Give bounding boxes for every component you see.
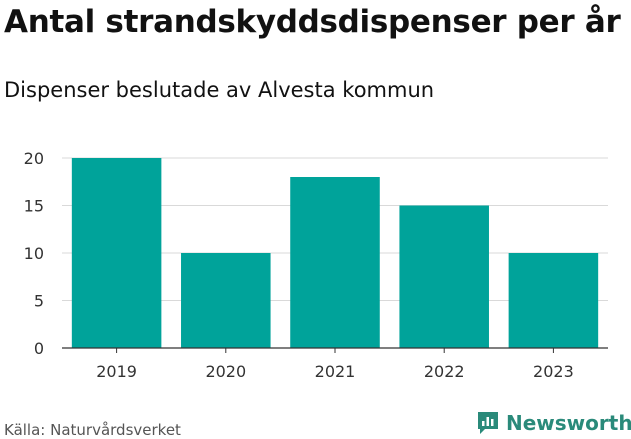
newsworthy-logo-icon <box>478 412 498 434</box>
chart-subtitle: Dispenser beslutade av Alvesta kommun <box>4 78 435 102</box>
y-tick-label: 10 <box>24 244 44 263</box>
x-tick-label: 2022 <box>424 362 465 381</box>
brand-name: Newsworthy <box>506 411 631 435</box>
y-axis-ticks: 0 5 10 15 20 <box>24 149 44 358</box>
brand-logo: Newsworthy <box>476 410 631 436</box>
chart-title: Antal strandskyddsdispenser per år <box>4 4 621 40</box>
bar-chart: 0 5 10 15 20 2019 2020 2021 2022 2023 <box>24 149 608 381</box>
bar-2020 <box>181 253 271 348</box>
bars <box>71 158 599 348</box>
y-tick-label: 20 <box>24 149 44 168</box>
y-tick-label: 0 <box>34 339 44 358</box>
x-tick-label: 2021 <box>315 362 356 381</box>
y-tick-label: 15 <box>24 197 44 216</box>
bar-2022 <box>399 205 489 348</box>
bar-2019 <box>71 158 162 348</box>
x-tick-label: 2019 <box>96 362 137 381</box>
bar-2021 <box>290 177 380 348</box>
bar-2023 <box>508 253 599 348</box>
source-note: Källa: Naturvårdsverket <box>4 421 181 439</box>
x-tick-label: 2023 <box>533 362 574 381</box>
y-tick-label: 5 <box>34 292 44 311</box>
x-axis-ticks: 2019 2020 2021 2022 2023 <box>96 348 574 381</box>
x-tick-label: 2020 <box>205 362 246 381</box>
